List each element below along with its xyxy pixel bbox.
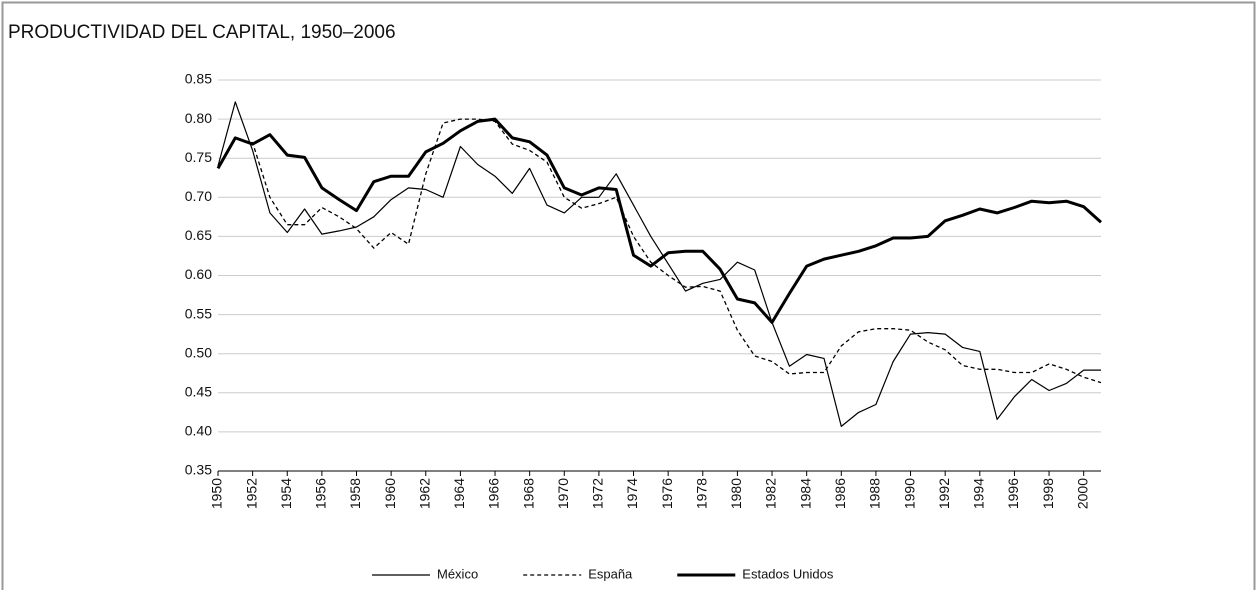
x-tick-label: 2000 xyxy=(1074,478,1090,509)
legend-label: España xyxy=(588,566,633,581)
x-tick-label: 1970 xyxy=(555,478,571,509)
y-tick-label: 0.70 xyxy=(185,188,212,204)
x-tick-label: 1964 xyxy=(451,478,467,509)
x-tick-label: 1980 xyxy=(728,478,744,509)
y-tick-label: 0.55 xyxy=(185,305,212,321)
x-tick-label: 1966 xyxy=(486,478,502,509)
series-line xyxy=(216,117,1103,324)
x-tick-label: 1998 xyxy=(1040,478,1056,509)
x-tick-label: 1986 xyxy=(832,478,848,509)
x-tick-label: 1974 xyxy=(624,478,640,509)
x-tick-label: 1968 xyxy=(520,478,536,509)
x-tick-label: 1956 xyxy=(313,478,329,509)
x-tick-label: 1958 xyxy=(347,478,363,509)
legend-label: México xyxy=(437,566,478,581)
y-tick-label: 0.80 xyxy=(185,110,212,126)
y-tick-label: 0.45 xyxy=(185,384,212,400)
x-tick-label: 1972 xyxy=(590,478,606,509)
x-tick-label: 1992 xyxy=(936,478,952,509)
y-tick-label: 0.85 xyxy=(185,71,212,87)
y-tick-label: 0.35 xyxy=(185,462,212,478)
y-tick-label: 0.60 xyxy=(185,266,212,282)
series-line xyxy=(217,118,1102,384)
x-tick-label: 1954 xyxy=(278,478,294,509)
y-tick-label: 0.40 xyxy=(185,423,212,439)
x-tick-label: 1984 xyxy=(797,478,813,509)
x-tick-label: 1990 xyxy=(901,478,917,509)
x-tick-label: 1960 xyxy=(382,478,398,509)
x-tick-label: 1994 xyxy=(971,478,987,509)
legend-label: Estados Unidos xyxy=(742,566,834,581)
x-tick-label: 1962 xyxy=(416,478,432,509)
x-tick-label: 1950 xyxy=(209,478,225,509)
y-tick-label: 0.75 xyxy=(185,149,212,165)
x-tick-label: 1988 xyxy=(867,478,883,509)
chart-title: PRODUCTIVIDAD DEL CAPITAL, 1950–2006 xyxy=(8,22,396,43)
x-tick-label: 1976 xyxy=(659,478,675,509)
series-line xyxy=(217,101,1101,427)
y-tick-label: 0.65 xyxy=(185,227,212,243)
y-tick-label: 0.50 xyxy=(185,344,212,360)
x-tick-label: 1996 xyxy=(1005,478,1021,509)
x-tick-label: 1978 xyxy=(693,478,709,509)
x-tick-label: 1982 xyxy=(763,478,779,509)
x-tick-label: 1952 xyxy=(243,478,259,509)
